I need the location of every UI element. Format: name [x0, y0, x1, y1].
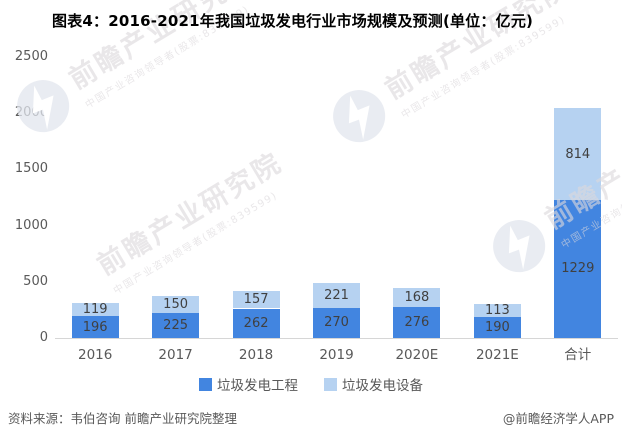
y-axis-tick-label: 2500 [14, 49, 48, 64]
bar-value-label: 270 [324, 315, 349, 331]
bar-value-label: 157 [243, 292, 269, 308]
legend-label: 垃圾发电工程 [217, 378, 298, 394]
bar-segment-2017-垃圾发电工程 [152, 312, 200, 338]
legend-item-1: 垃圾发电工程 [199, 374, 298, 394]
legend-swatch-icon [324, 377, 337, 391]
bar-segment-2016-垃圾发电工程 [71, 316, 119, 338]
bar-value-label: 276 [404, 315, 430, 330]
bar-value-label: 168 [404, 290, 430, 305]
x-axis-category-label: 2020E [395, 347, 439, 363]
y-axis-tick-label: 1000 [14, 217, 48, 233]
x-axis-line [55, 338, 618, 339]
bar-value-label: 190 [484, 319, 510, 335]
x-axis-category-label: 2017 [158, 347, 193, 363]
footer: 资料来源：韦伯咨询 前瞻产业研究院整理 @前瞻经济学人APP [8, 408, 614, 427]
bar-segment-2019-垃圾发电工程 [313, 307, 360, 338]
chart-title: 图表4：2016-2021年我国垃圾发电行业市场规模及预测(单位：亿元) [52, 12, 534, 30]
bar-value-label: 221 [324, 287, 349, 303]
y-axis-tick-label: 500 [23, 273, 48, 289]
legend-item-2: 垃圾发电设备 [324, 374, 423, 394]
x-axis-category-label: 2019 [319, 347, 354, 363]
credit-note: @前瞻经济学人APP [502, 411, 614, 426]
bar-value-label: 225 [163, 317, 188, 333]
x-axis-category-label: 2021E [475, 347, 519, 363]
bar-segment-合计-垃圾发电工程 [554, 199, 602, 338]
x-axis-category-label: 2018 [238, 347, 274, 363]
bar-value-label: 119 [82, 301, 108, 317]
bar-segment-合计-垃圾发电设备 [554, 108, 602, 200]
bar-value-label: 150 [163, 296, 188, 312]
y-axis-tick-label: 2000 [14, 105, 48, 121]
bar-segment-2017-垃圾发电设备 [152, 295, 200, 313]
x-axis-category-label: 2016 [78, 347, 113, 363]
bar-value-label: 814 [565, 146, 591, 162]
legend-swatch-icon [199, 377, 212, 391]
bar-value-label: 196 [82, 319, 108, 335]
bar-value-label: 262 [243, 315, 269, 331]
source-note: 资料来源：韦伯咨询 前瞻产业研究院整理 [8, 411, 237, 426]
x-axis-category-label: 合计 [564, 347, 592, 363]
bar-segment-2019-垃圾发电设备 [313, 282, 360, 308]
bar-segment-2020E-垃圾发电工程 [393, 307, 441, 338]
bar-segment-2018-垃圾发电设备 [232, 290, 280, 309]
bar-value-label: 113 [484, 302, 510, 318]
bar-segment-2021E-垃圾发电设备 [473, 303, 521, 317]
bar-segment-2016-垃圾发电设备 [71, 302, 119, 316]
bar-segment-2020E-垃圾发电设备 [393, 288, 441, 307]
bar-segment-2018-垃圾发电工程 [232, 308, 280, 338]
bar-value-label: 1229 [561, 261, 595, 277]
y-axis-tick-label: 0 [39, 330, 48, 345]
legend: 垃圾发电工程 垃圾发电设备 [0, 374, 622, 394]
bar-segment-2021E-垃圾发电工程 [473, 316, 521, 338]
legend-label: 垃圾发电设备 [342, 378, 423, 394]
y-axis-tick-label: 1500 [14, 161, 48, 177]
